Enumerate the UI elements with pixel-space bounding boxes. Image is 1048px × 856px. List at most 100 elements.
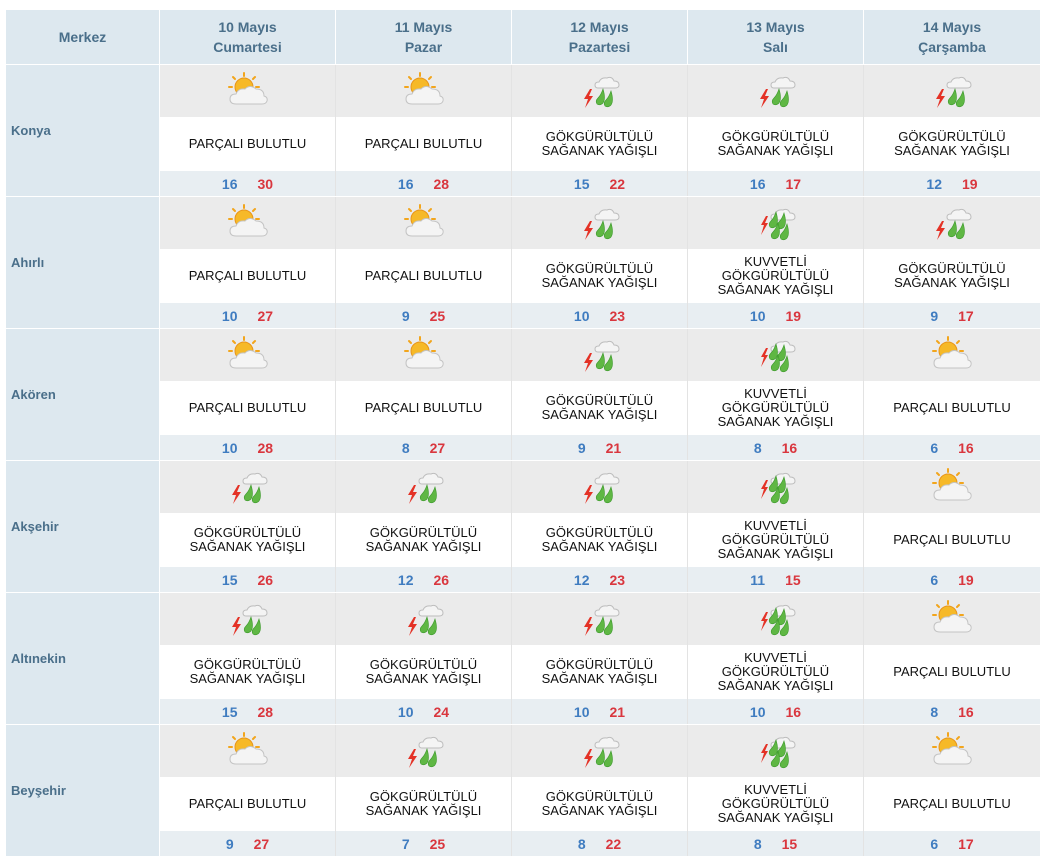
city-name[interactable]: Beyşehir	[6, 725, 160, 856]
weather-icon-area	[160, 197, 335, 249]
condition-text: PARÇALI BULUTLU	[160, 117, 335, 171]
forecast-cell: GÖKGÜRÜLTÜLÜ SAĞANAK YAĞIŞLI 16 17	[688, 65, 864, 196]
partly-cloudy-icon	[402, 336, 446, 374]
min-temperature: 8	[753, 439, 762, 456]
thunderstorm-icon	[930, 72, 974, 110]
forecast-cell: PARÇALI BULUTLU 16 28	[336, 65, 512, 196]
min-temperature: 8	[401, 439, 410, 456]
partly-cloudy-icon	[930, 732, 974, 770]
condition-text: GÖKGÜRÜLTÜLÜ SAĞANAK YAĞIŞLI	[336, 645, 511, 699]
day-date: 14 Mayıs	[922, 19, 982, 35]
thunderstorm-icon	[930, 204, 974, 242]
thunderstorm-icon	[578, 336, 622, 374]
day-date: 13 Mayıs	[746, 19, 805, 35]
min-temperature: 10	[221, 307, 238, 324]
merkez-header: Merkez	[6, 10, 160, 64]
city-name[interactable]: Akşehir	[6, 461, 160, 592]
temperature-range: 10 28	[160, 435, 335, 460]
condition-text: PARÇALI BULUTLU	[864, 513, 1040, 567]
weather-icon-area	[864, 329, 1040, 381]
weather-icon-area	[512, 65, 687, 117]
partly-cloudy-icon	[930, 600, 974, 638]
condition-text: PARÇALI BULUTLU	[336, 249, 511, 303]
forecast-cell: PARÇALI BULUTLU 8 27	[336, 329, 512, 460]
header-row: Merkez 10 Mayıs Cumartesi 11 Mayıs Pazar…	[6, 10, 1040, 64]
condition-text: PARÇALI BULUTLU	[160, 381, 335, 435]
min-temperature: 10	[221, 439, 238, 456]
max-temperature: 16	[785, 703, 802, 720]
partly-cloudy-icon	[226, 204, 270, 242]
weather-icon-area	[512, 593, 687, 645]
forecast-cell: GÖKGÜRÜLTÜLÜ SAĞANAK YAĞIŞLI 12 23	[512, 461, 688, 592]
forecast-cell: GÖKGÜRÜLTÜLÜ SAĞANAK YAĞIŞLI 15 26	[160, 461, 336, 592]
partly-cloudy-icon	[226, 336, 270, 374]
forecast-cell: PARÇALI BULUTLU 6 16	[864, 329, 1040, 460]
forecast-cell: PARÇALI BULUTLU 9 27	[160, 725, 336, 856]
condition-text: GÖKGÜRÜLTÜLÜ SAĞANAK YAĞIŞLI	[160, 645, 335, 699]
forecast-cell: GÖKGÜRÜLTÜLÜ SAĞANAK YAĞIŞLI 12 19	[864, 65, 1040, 196]
max-temperature: 23	[609, 307, 626, 324]
max-temperature: 19	[785, 307, 802, 324]
day-weekday: Cumartesi	[213, 39, 282, 55]
condition-text: GÖKGÜRÜLTÜLÜ SAĞANAK YAĞIŞLI	[688, 117, 863, 171]
min-temperature: 7	[401, 835, 410, 852]
thunderstorm-icon	[226, 468, 270, 506]
weather-icon-area	[160, 329, 335, 381]
condition-text: PARÇALI BULUTLU	[864, 645, 1040, 699]
max-temperature: 30	[257, 175, 274, 192]
city-name[interactable]: Konya	[6, 65, 160, 196]
thunderstorm-icon	[578, 204, 622, 242]
weather-icon-area	[512, 725, 687, 777]
weather-icon-area	[688, 461, 863, 513]
temperature-range: 6 16	[864, 435, 1040, 460]
weather-icon-area	[160, 461, 335, 513]
min-temperature: 9	[577, 439, 586, 456]
temperature-range: 7 25	[336, 831, 511, 856]
city-row: Konya PARÇALI BULUTLU 16 30 PARÇALI BULUTLU 1…	[6, 64, 1040, 196]
forecast-cell: GÖKGÜRÜLTÜLÜ SAĞANAK YAĞIŞLI 10 21	[512, 593, 688, 724]
thunderstorm-icon	[402, 732, 446, 770]
city-name[interactable]: Altınekin	[6, 593, 160, 724]
city-name[interactable]: Ahırlı	[6, 197, 160, 328]
partly-cloudy-icon	[402, 204, 446, 242]
condition-text: PARÇALI BULUTLU	[864, 381, 1040, 435]
max-temperature: 16	[781, 439, 798, 456]
weather-icon-area	[336, 197, 511, 249]
city-row: Beyşehir PARÇALI BULUTLU 9 27 GÖKGÜRÜLTÜLÜ S…	[6, 724, 1040, 856]
day-header: 14 Mayıs Çarşamba	[864, 10, 1040, 64]
weather-icon-area	[336, 329, 511, 381]
min-temperature: 6	[930, 439, 939, 456]
min-temperature: 16	[397, 175, 414, 192]
condition-text: PARÇALI BULUTLU	[160, 249, 335, 303]
city-rows: Konya PARÇALI BULUTLU 16 30 PARÇALI BULUTLU 1…	[6, 64, 1040, 856]
max-temperature: 17	[958, 307, 974, 324]
temperature-range: 8 16	[688, 435, 863, 460]
temperature-range: 6 17	[864, 831, 1040, 856]
weather-icon-area	[512, 461, 687, 513]
min-temperature: 10	[573, 307, 590, 324]
condition-text: GÖKGÜRÜLTÜLÜ SAĞANAK YAĞIŞLI	[512, 513, 687, 567]
forecast-cell: GÖKGÜRÜLTÜLÜ SAĞANAK YAĞIŞLI 10 23	[512, 197, 688, 328]
min-temperature: 8	[577, 835, 586, 852]
min-temperature: 10	[573, 703, 590, 720]
weather-icon-area	[512, 197, 687, 249]
condition-text: PARÇALI BULUTLU	[336, 117, 511, 171]
forecast-cell: KUVVETLİ GÖKGÜRÜLTÜLÜ SAĞANAK YAĞIŞLI 10 1…	[688, 593, 864, 724]
city-name[interactable]: Akören	[6, 329, 160, 460]
partly-cloudy-icon	[402, 72, 446, 110]
condition-text: KUVVETLİ GÖKGÜRÜLTÜLÜ SAĞANAK YAĞIŞLI	[688, 513, 863, 567]
condition-text: GÖKGÜRÜLTÜLÜ SAĞANAK YAĞIŞLI	[512, 249, 687, 303]
condition-text: PARÇALI BULUTLU	[160, 777, 335, 831]
max-temperature: 27	[257, 307, 274, 324]
max-temperature: 26	[433, 571, 450, 588]
condition-text: GÖKGÜRÜLTÜLÜ SAĞANAK YAĞIŞLI	[336, 513, 511, 567]
min-temperature: 16	[221, 175, 238, 192]
forecast-cell: KUVVETLİ GÖKGÜRÜLTÜLÜ SAĞANAK YAĞIŞLI 10 1…	[688, 197, 864, 328]
min-temperature: 12	[397, 571, 414, 588]
day-date: 12 Mayıs	[570, 19, 629, 35]
min-temperature: 8	[753, 835, 762, 852]
weather-icon-area	[864, 65, 1040, 117]
min-temperature: 10	[749, 703, 766, 720]
min-temperature: 6	[930, 571, 939, 588]
forecast-cell: KUVVETLİ GÖKGÜRÜLTÜLÜ SAĞANAK YAĞIŞLI 11 1…	[688, 461, 864, 592]
